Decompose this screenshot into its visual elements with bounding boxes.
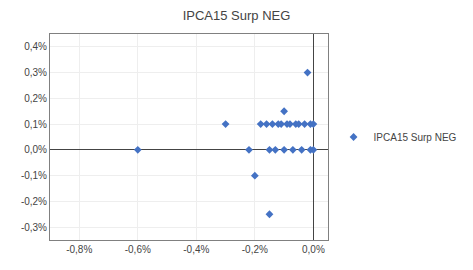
svg-text:0,1%: 0,1% (24, 119, 47, 130)
svg-text:-0,2%: -0,2% (242, 244, 268, 255)
svg-text:0,0%: 0,0% (302, 244, 325, 255)
svg-text:-0,1%: -0,1% (21, 170, 47, 181)
svg-text:-0,8%: -0,8% (66, 244, 92, 255)
svg-text:IPCA15 Surp NEG: IPCA15 Surp NEG (374, 132, 457, 143)
svg-text:-0,3%: -0,3% (21, 222, 47, 233)
svg-text:0,2%: 0,2% (24, 93, 47, 104)
svg-text:0,3%: 0,3% (24, 67, 47, 78)
svg-text:-0,2%: -0,2% (21, 196, 47, 207)
svg-text:-0,4%: -0,4% (183, 244, 209, 255)
svg-text:0,0%: 0,0% (24, 144, 47, 155)
svg-text:-0,6%: -0,6% (125, 244, 151, 255)
svg-text:0,4%: 0,4% (24, 41, 47, 52)
svg-text:IPCA15 Surp NEG: IPCA15 Surp NEG (183, 8, 291, 23)
